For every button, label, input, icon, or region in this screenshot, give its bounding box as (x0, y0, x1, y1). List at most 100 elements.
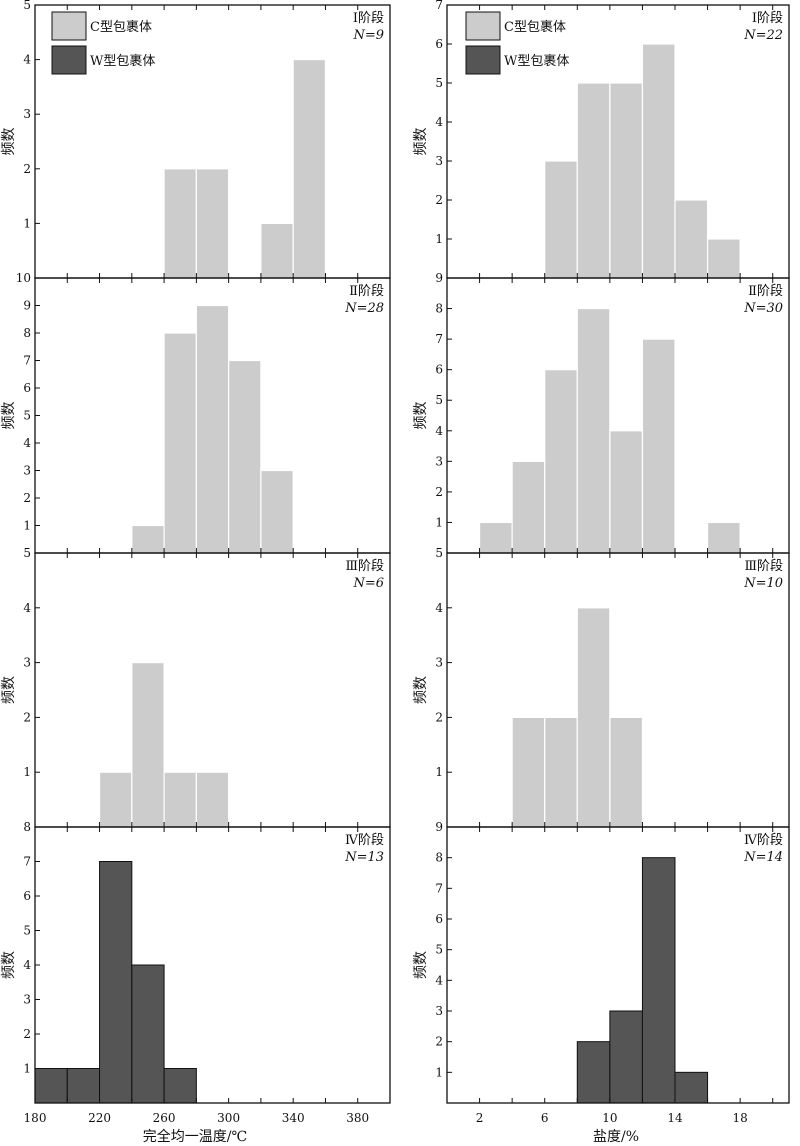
y-tick-label: 3 (435, 454, 443, 468)
bar-c (195, 168, 230, 279)
sample-count: N=6 (352, 576, 384, 591)
y-axis-title: 频数 (1, 402, 17, 430)
sample-count: N=28 (344, 301, 384, 316)
panels: 1 2 3 4 5 Ⅰ阶段 N=9 频数 1 2 3 4 5 6 7 8 9 10 Ⅱ阶段 N=28 频数 1 2 3 4 5 Ⅲ阶… (1, 0, 790, 1125)
y-tick-label: 1 (23, 1062, 31, 1076)
bar-c (98, 771, 133, 828)
bar-c (511, 716, 546, 828)
x-tick-label: 220 (88, 1111, 111, 1125)
y-tick-label: 2 (435, 710, 443, 724)
bar-w (66, 1068, 101, 1104)
legend-w-swatch (465, 45, 501, 75)
y-tick-label: 7 (435, 0, 443, 12)
bar-c (228, 359, 262, 554)
y-tick-label: 6 (23, 889, 31, 903)
bar-w (99, 861, 133, 1104)
y-axis-title: 频数 (413, 128, 429, 156)
legend-left: C型包裹体 W型包裹体 (51, 11, 155, 75)
y-tick-label: 1 (435, 765, 443, 779)
bar-c (706, 238, 741, 279)
bar-c (706, 521, 741, 554)
legend-w-label: W型包裹体 (90, 54, 155, 69)
y-tick-label: 3 (23, 464, 31, 478)
y-tick-label: 9 (435, 820, 443, 834)
bar-c (260, 222, 294, 279)
y-tick-label: 3 (435, 656, 443, 670)
panel-right-3: 1 2 3 4 5 Ⅲ阶段 N=10 频数 (413, 546, 790, 828)
y-tick-label: 5 (435, 393, 443, 407)
sample-count: N=9 (352, 28, 384, 43)
y-axis-title: 频数 (1, 951, 17, 979)
panel-left-2: 1 2 3 4 5 6 7 8 9 10 Ⅱ阶段 N=28 频数 (1, 271, 391, 554)
legend-c-swatch (51, 11, 87, 41)
bar-c (609, 716, 644, 828)
bar-c (195, 304, 230, 554)
y-tick-label: 4 (435, 601, 443, 615)
y-tick-label: 2 (435, 485, 443, 499)
y-tick-label: 6 (435, 363, 443, 377)
panel-frame (34, 826, 391, 1104)
y-tick-label: 7 (435, 881, 443, 895)
sample-count: N=10 (743, 576, 783, 591)
panel-frame (446, 826, 790, 1104)
bar-c (478, 521, 513, 554)
y-tick-label: 4 (23, 53, 31, 67)
y-tick-label: 5 (23, 409, 31, 423)
panel-right-4: 1 2 3 4 5 6 7 8 9 2 6 10 14 18 Ⅳ阶段 N=14 频数 (413, 820, 790, 1125)
legend-w-label: W型包裹体 (504, 54, 569, 69)
y-tick-label: 2 (23, 162, 31, 176)
bar-w (641, 857, 676, 1104)
sample-count: N=13 (344, 850, 384, 865)
y-tick-label: 5 (435, 546, 443, 560)
y-axis-title: 频数 (413, 676, 429, 704)
legend-w-swatch (51, 45, 87, 75)
bar-w (609, 1010, 643, 1104)
bar-c (674, 199, 709, 279)
y-tick-label: 1 (435, 1065, 443, 1079)
stage-label: Ⅱ阶段 (349, 284, 384, 299)
bar-c (163, 332, 197, 554)
bar-c (576, 607, 611, 828)
x-tick-label: 2 (476, 1111, 484, 1125)
y-axis-title: 频数 (1, 676, 17, 704)
sample-count: N=30 (743, 301, 783, 316)
y-axis-title: 频数 (1, 128, 17, 156)
bar-c (576, 82, 611, 279)
y-tick-label: 2 (23, 1027, 31, 1041)
y-tick-label: 5 (23, 0, 31, 12)
x-tick-label: 300 (217, 1111, 240, 1125)
y-tick-label: 9 (435, 271, 443, 285)
bar-c (131, 524, 165, 554)
y-tick-label: 2 (23, 491, 31, 505)
stage-label: Ⅱ阶段 (748, 284, 783, 299)
legend-right: C型包裹体 W型包裹体 (465, 11, 569, 75)
y-tick-label: 2 (23, 710, 31, 724)
x-tick-label: 340 (282, 1111, 305, 1125)
y-axis-title: 频数 (413, 402, 429, 430)
bar-c (609, 82, 644, 279)
bar-c (641, 338, 676, 554)
panel-left-4: 1 2 3 4 5 6 7 8 180 220 260 300 340 380 Ⅳ阶段 N=13 频数 (1, 820, 391, 1125)
bar-c (544, 369, 578, 554)
stage-label: Ⅳ阶段 (345, 833, 384, 848)
left-x-axis-title: 完全均一温度/℃ (143, 1128, 247, 1145)
bar-c (163, 168, 197, 279)
panel-left-1: 1 2 3 4 5 Ⅰ阶段 N=9 频数 (1, 0, 391, 279)
y-tick-label: 8 (23, 820, 31, 834)
x-tick-label: 380 (346, 1111, 369, 1125)
y-tick-label: 3 (435, 154, 443, 168)
panel-left-3: 1 2 3 4 5 Ⅲ阶段 N=6 频数 (1, 546, 391, 828)
y-tick-label: 7 (23, 855, 31, 869)
bar-w (163, 1068, 197, 1104)
y-tick-label: 9 (23, 299, 31, 313)
y-tick-label: 8 (435, 302, 443, 316)
y-tick-label: 3 (23, 656, 31, 670)
x-tick-label: 260 (153, 1111, 176, 1125)
bar-c (260, 469, 294, 554)
bar-w (576, 1041, 611, 1104)
bar-c (163, 771, 197, 828)
y-tick-label: 6 (435, 37, 443, 51)
y-tick-label: 4 (435, 973, 443, 987)
y-tick-label: 1 (435, 515, 443, 529)
